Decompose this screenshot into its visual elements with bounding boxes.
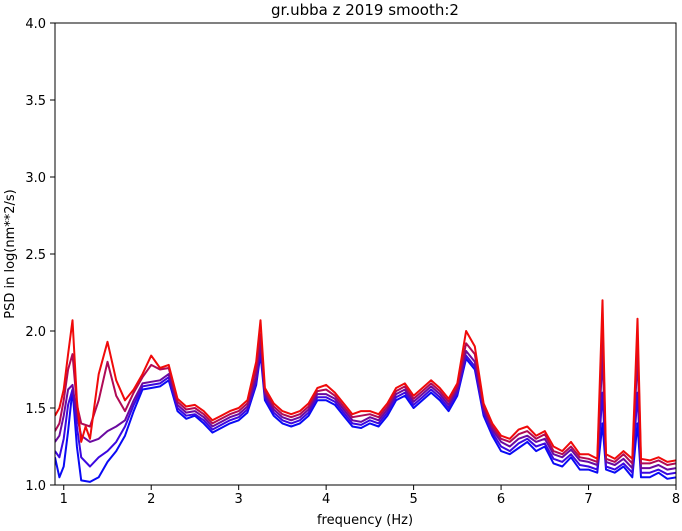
x-tick-label-8: 8 bbox=[672, 492, 680, 507]
x-tick-label-3: 3 bbox=[235, 492, 243, 507]
psd-line-1 bbox=[55, 353, 676, 483]
x-tick-label-2: 2 bbox=[147, 492, 155, 507]
series-layer bbox=[55, 299, 676, 483]
y-tick-label-2: 1.5 bbox=[25, 402, 46, 417]
y-axis-title: PSD in log(nm**2/s) bbox=[3, 189, 18, 319]
psd-line-2 bbox=[55, 348, 676, 476]
x-axis-title: frequency (Hz) bbox=[317, 513, 413, 528]
y-tick-label-3: 2.0 bbox=[25, 325, 46, 340]
psd-line-5 bbox=[55, 299, 676, 463]
x-tick-label-7: 7 bbox=[584, 492, 592, 507]
x-tick-label-6: 6 bbox=[497, 492, 505, 507]
x-tick-label-1: 1 bbox=[60, 492, 68, 507]
y-tick-label-7: 4.0 bbox=[25, 17, 46, 32]
psd-line-4 bbox=[55, 322, 676, 466]
x-tick-label-5: 5 bbox=[409, 492, 417, 507]
y-tick-label-6: 3.5 bbox=[25, 94, 46, 109]
chart-title: gr.ubba z 2019 smooth:2 bbox=[271, 1, 459, 19]
y-tick-label-1: 1.0 bbox=[25, 479, 46, 494]
y-tick-label-5: 3.0 bbox=[25, 171, 46, 186]
y-tick-label-4: 2.5 bbox=[25, 248, 46, 263]
x-tick-label-4: 4 bbox=[322, 492, 330, 507]
psd-line-3 bbox=[55, 342, 676, 471]
y-axis: 1.0 1.5 2.0 2.5 3.0 3.5 4.0 bbox=[25, 17, 55, 494]
x-axis: 1 2 3 4 5 6 7 8 bbox=[60, 485, 680, 507]
